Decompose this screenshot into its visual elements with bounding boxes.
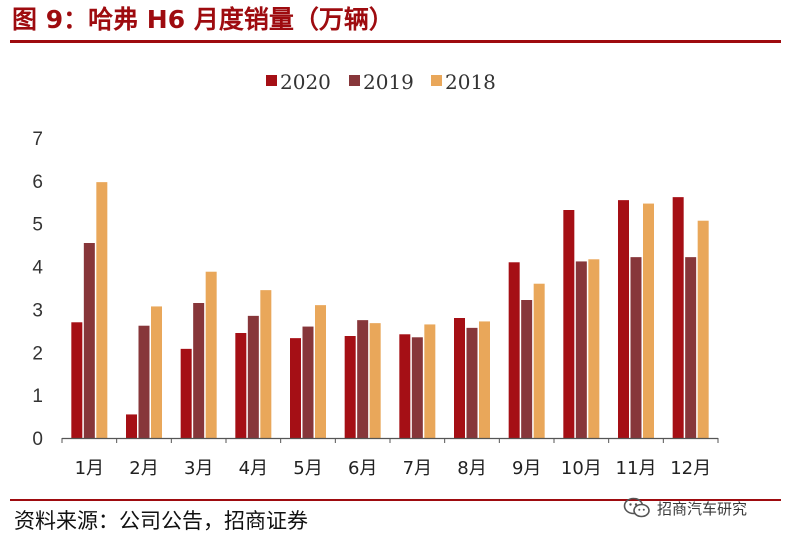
y-tick-label: 7 [32,129,43,150]
bar-2019-10 [575,261,587,438]
bar-2018-11 [643,203,654,438]
bar-2019-1 [83,243,95,438]
bar-2019-4 [247,315,259,438]
y-tick-label: 6 [32,172,43,193]
bar-2019-2 [138,325,150,438]
bar-2018-7 [424,324,436,438]
x-tick-label: 12月 [670,458,711,479]
x-tick-label: 8月 [457,458,486,479]
bar-2020-7 [399,334,411,438]
x-tick-label: 3月 [184,458,213,479]
bar-2018-9 [533,283,545,438]
x-tick-label: 11月 [616,458,657,479]
bar-2019-5 [302,326,314,438]
legend-swatch-2020 [266,75,277,86]
bar-2020-9 [508,262,520,438]
bar-2020-1 [71,322,83,438]
y-tick-label: 3 [32,300,43,321]
legend: 2020 2019 2018 [266,70,496,94]
bar-2020-6 [344,336,356,438]
figure-title: 图 9：哈弗 H6 月度销量（万辆） [12,5,394,34]
x-tick-label: 2月 [129,458,158,479]
wechat-icon [623,497,650,518]
legend-label-2018: 2018 [445,70,496,94]
legend-swatch-2018 [431,75,442,86]
bar-2018-6 [369,323,381,438]
bar-2020-12 [672,197,684,438]
x-tick-label: 7月 [403,458,432,479]
bar-2019-7 [411,337,423,438]
legend-label-2020: 2020 [280,70,331,94]
y-tick-label: 2 [32,343,43,364]
y-tick-label: 4 [32,258,43,279]
bar-2020-2 [126,414,137,438]
x-tick-label: 4月 [239,458,268,479]
y-tick-label: 1 [32,386,43,407]
bar-2018-12 [697,220,709,438]
bar-2019-9 [521,300,533,438]
bar-2019-12 [685,257,697,438]
bars [71,182,709,438]
bar-2020-10 [563,210,575,438]
x-tick-label: 9月 [512,458,541,479]
bar-2020-11 [618,200,629,438]
legend-swatch-2019 [349,75,360,86]
bar-2019-3 [193,303,205,438]
bar-2018-3 [205,271,217,438]
x-tick-label: 6月 [348,458,377,479]
bar-2018-8 [479,321,490,438]
x-tick-label: 10月 [561,458,602,479]
bar-2018-10 [588,259,600,438]
title-divider [10,40,781,43]
x-tick-label: 5月 [293,458,322,479]
x-tick-label: 1月 [75,458,104,479]
y-tick-label: 0 [32,429,43,450]
watermark-text: 招商汽车研究 [657,499,748,518]
y-tick-label: 5 [32,215,43,236]
source-divider [10,499,781,501]
bar-2020-8 [454,318,465,438]
bar-2020-5 [290,338,301,438]
y-axis: 0 1 2 3 4 5 6 7 [32,129,43,450]
bar-2018-5 [315,305,326,438]
bar-2018-2 [151,306,162,438]
bar-2019-8 [466,327,478,438]
watermark: 招商汽车研究 [623,496,747,520]
bar-2018-1 [96,182,108,438]
bar-2020-4 [235,333,247,438]
source-note: 资料来源：公司公告，招商证券 [14,509,308,533]
legend-label-2019: 2019 [363,70,414,94]
bar-2019-11 [630,257,642,438]
bar-2018-4 [260,290,272,438]
x-axis: 1月 2月 3月 4月 5月 6月 7月 8月 9月 10月 11月 12月 [61,437,719,479]
bar-2019-6 [357,320,369,438]
bar-2020-3 [180,348,192,438]
